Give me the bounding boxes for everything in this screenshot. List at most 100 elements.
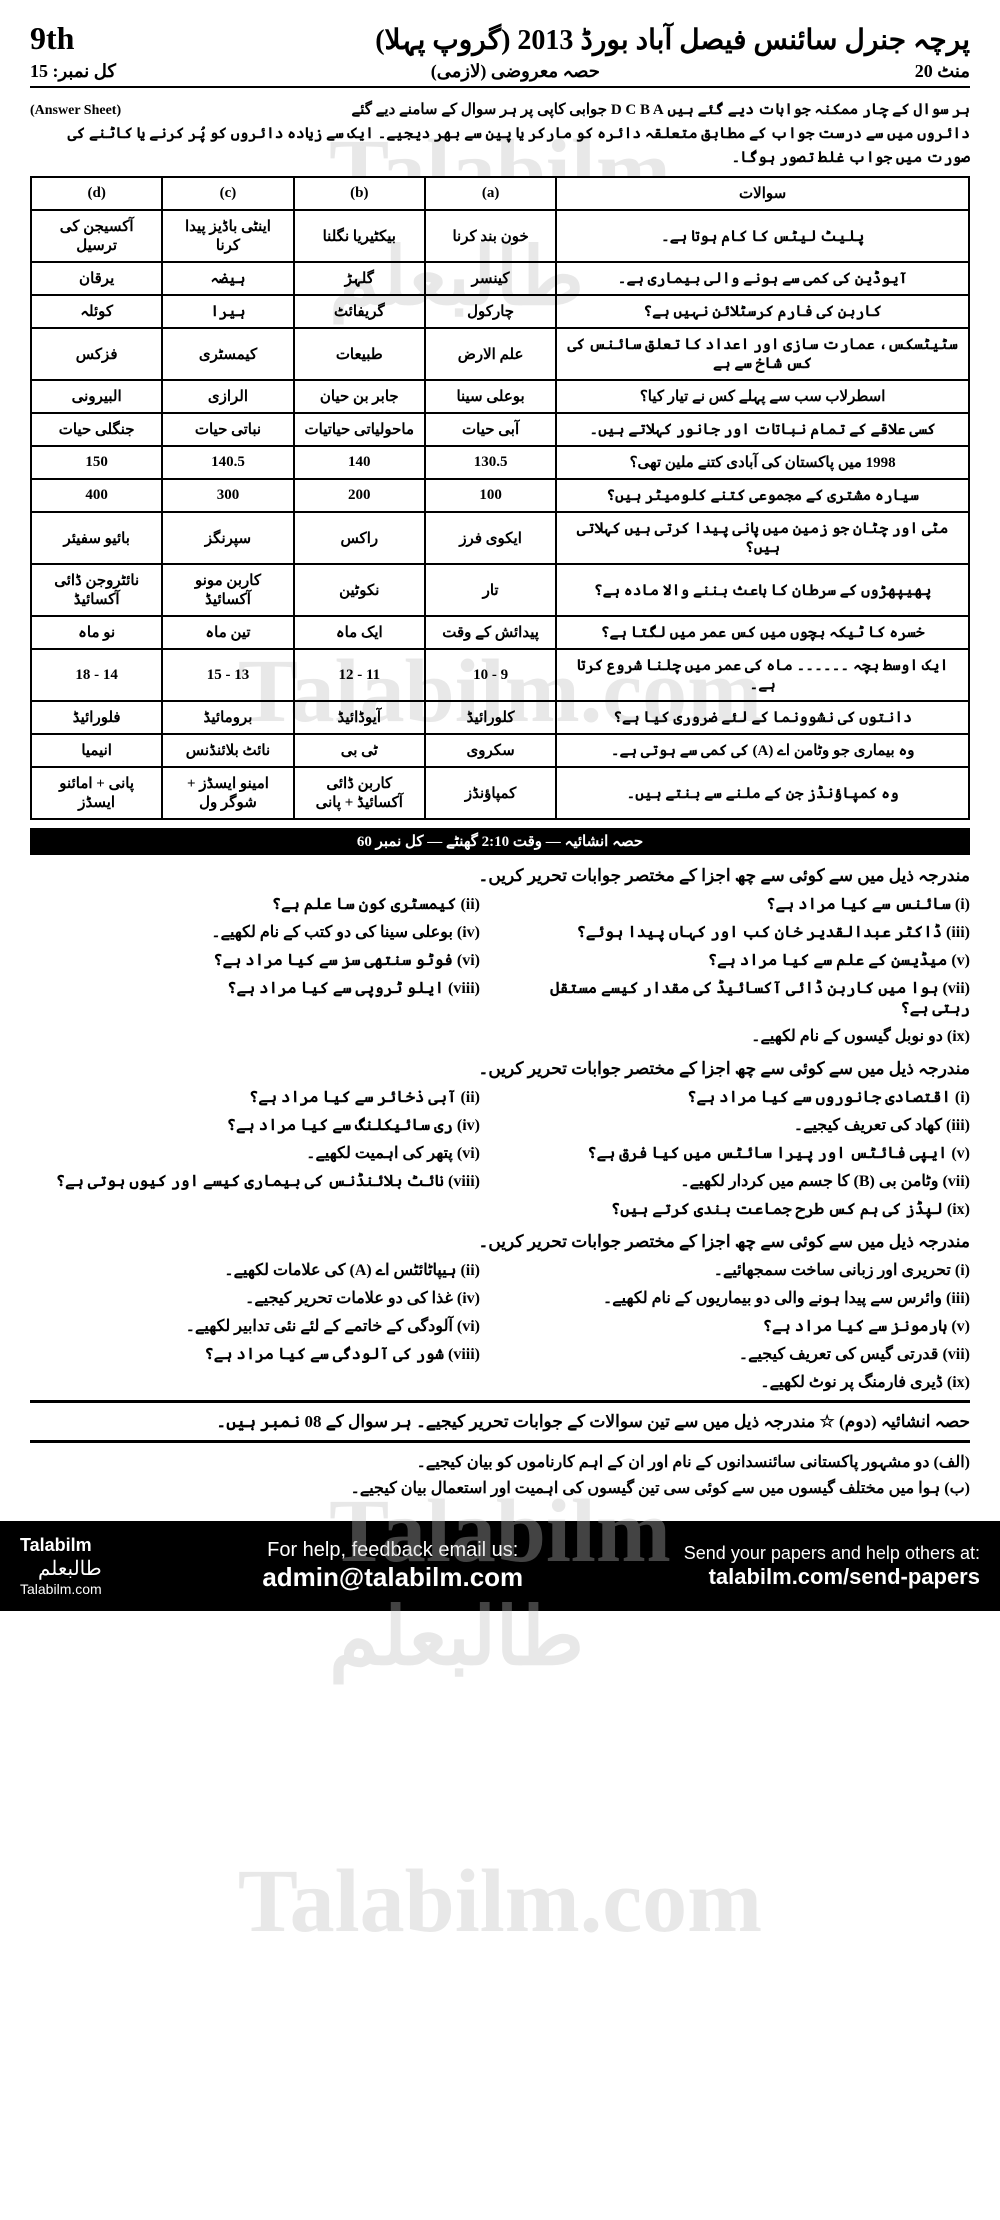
mcq-question: ایک اوسط بچہ ۔۔۔۔۔۔ ماہ کی عمر میں چلنا …	[556, 649, 969, 701]
mcq-question: آیوڈین کی کمی سے ہونے والی بیماری ہے۔	[556, 262, 969, 295]
short-question-item: (viii) شور کی آلودگی سے کیا مراد ہے؟	[30, 1342, 480, 1366]
short-question-item: (iv) بوعلی سینا کی دو کتب کے نام لکھیے۔	[30, 920, 480, 944]
mcq-option: اینٹی باڈیز پیدا کرنا	[162, 210, 293, 262]
long-question-item: (الف) دو مشہور پاکستانی سائنسدانوں کے نا…	[30, 1449, 970, 1475]
mcq-option: تین ماہ	[162, 616, 293, 649]
grade-label: 9th	[30, 20, 74, 57]
mcq-option: طبیعات	[294, 328, 425, 380]
mcq-option: کوئلہ	[31, 295, 162, 328]
short-question-item: (i) اقتصادی جانوروں سے کیا مراد ہے؟	[520, 1085, 970, 1109]
sq3-grid: (i) اقتصادی جانوروں سے کیا مراد ہے؟(ii) …	[30, 1085, 970, 1221]
short-question-item: (iv) ری سائیکلنگ سے کیا مراد ہے؟	[30, 1113, 480, 1137]
mcq-row: 150140.5140130.51998 میں پاکستان کی آباد…	[31, 446, 969, 479]
short-question-item: (viii) نائٹ بلائنڈنس کی بیماری کیسے اور …	[30, 1169, 480, 1193]
mcq-row: کوئلہہیراگریفائٹچارکولکاربن کی فارم کرسٹ…	[31, 295, 969, 328]
mcq-row: بائیو سفیئرسپرنگزراکسایکوی فرزمٹی اور چٹ…	[31, 512, 969, 564]
mcq-option: جابر بن حیان	[294, 380, 425, 413]
short-question-item: (vi) فوٹو سنتھی سز سے کیا مراد ہے؟	[30, 948, 480, 972]
mcq-option: خون بند کرنا	[425, 210, 556, 262]
mcq-option: پیدائش کے وقت	[425, 616, 556, 649]
mcq-option: کینسر	[425, 262, 556, 295]
mcq-option: 140.5	[162, 446, 293, 479]
mcq-row: پانی + امائنو ایسڈزامینو ایسڈز + شوگر ول…	[31, 767, 969, 819]
mcq-option: ایک ماہ	[294, 616, 425, 649]
footer-send: Send your papers and help others at: tal…	[684, 1543, 980, 1590]
mcq-option: ہیرا	[162, 295, 293, 328]
mcq-option: کلورائیڈ	[425, 701, 556, 734]
mcq-option: 13 - 15	[162, 649, 293, 701]
mcq-row: 14 - 1813 - 1511 - 129 - 10ایک اوسط بچہ …	[31, 649, 969, 701]
mcq-option: نائٹروجن ڈائی آکسائیڈ	[31, 564, 162, 616]
mcq-option: راکس	[294, 512, 425, 564]
mcq-option: 140	[294, 446, 425, 479]
mcq-option: 150	[31, 446, 162, 479]
mcq-question: دانتوں کی نشوونما کے لئے ضروری کیا ہے؟	[556, 701, 969, 734]
short-question-item: (ii) کیمسٹری کون سا علم ہے؟	[30, 892, 480, 916]
short-question-item: (iii) کھاد کی تعریف کیجیے۔	[520, 1113, 970, 1137]
mcq-option: الرازی	[162, 380, 293, 413]
mcq-option: فلورائیڈ	[31, 701, 162, 734]
mcq-option: برومائیڈ	[162, 701, 293, 734]
watermark-4: Talabilm.com	[238, 1850, 762, 1953]
mcq-question: اسطرلاب سب سے پہلے کس نے تیار کیا؟	[556, 380, 969, 413]
mcq-row: 400300200100سیارہ مشتری کے مجموعی کتنے ک…	[31, 479, 969, 512]
mcq-option: یرقان	[31, 262, 162, 295]
short-question-item: (v) میڈیسن کے علم سے کیا مراد ہے؟	[520, 948, 970, 972]
short-question-item: (ix) لپڈز کی ہم کس طرح جماعت بندی کرتے ہ…	[520, 1197, 970, 1221]
short-question-item: (i) تحریری اور زبانی ساخت سمجھائیے۔	[520, 1258, 970, 1282]
long-heading: حصہ انشائیہ (دوم) ☆ مندرجہ ذیل میں سے تی…	[30, 1411, 970, 1432]
mcq-question: پلیٹ لیٹس کا کام ہوتا ہے۔	[556, 210, 969, 262]
mcq-question: مٹی اور چٹان جو زمین میں پانی پیدا کرتی …	[556, 512, 969, 564]
short-question-item: (vi) پتھر کی اہمیت لکھیے۔	[30, 1141, 480, 1165]
mcq-row: نائٹروجن ڈائی آکسائیڈکاربن مونو آکسائیڈن…	[31, 564, 969, 616]
time-label: 20 منٹ	[915, 61, 970, 82]
answer-sheet-label: (Answer Sheet)	[30, 100, 121, 122]
short-question-item: (v) ہارمونز سے کیا مراد ہے؟	[520, 1314, 970, 1338]
mcq-option: گریفائٹ	[294, 295, 425, 328]
paper-header: 9th پرچہ جنرل سائنس فیصل آباد بورڈ 2013 …	[30, 20, 970, 88]
mcq-option: سپرنگز	[162, 512, 293, 564]
mcq-option: سکروی	[425, 734, 556, 767]
mcq-option: آبی حیات	[425, 413, 556, 446]
mcq-row: آکسیجن کی ترسیلاینٹی باڈیز پیدا کرنابیکٹ…	[31, 210, 969, 262]
mcq-row: جنگلی حیاتنباتی حیاتماحولیاتی حیاتیاتآبی…	[31, 413, 969, 446]
mcq-question: سٹیٹسکس، عمارت سازی اور اعداد کا تعلق سا…	[556, 328, 969, 380]
paper-title: پرچہ جنرل سائنس فیصل آباد بورڈ 2013 (گرو…	[375, 23, 970, 57]
short-question-item: (i) سائنس سے کیا مراد ہے؟	[520, 892, 970, 916]
mcq-question: وہ بیماری جو وٹامن اے (A) کی کمی سے ہوتی…	[556, 734, 969, 767]
mcq-option: نباتی حیات	[162, 413, 293, 446]
mcq-row: انیمیانائٹ بلائنڈنسٹی بیسکرویوہ بیماری ج…	[31, 734, 969, 767]
mcq-option: جنگلی حیات	[31, 413, 162, 446]
mcq-row: یرقانہیضہگلہڑکینسرآیوڈین کی کمی سے ہونے …	[31, 262, 969, 295]
mcq-option: بائیو سفیئر	[31, 512, 162, 564]
mcq-option: آیوڈائیڈ	[294, 701, 425, 734]
footer: Talabilm طالبعلم Talabilm.com For help, …	[0, 1521, 1000, 1611]
mcq-header-b: (b)	[294, 177, 425, 210]
mcq-option: نکوٹین	[294, 564, 425, 616]
mcq-question: کسی علاقے کے تمام نباتات اور جانور کہلات…	[556, 413, 969, 446]
mcq-option: بیکٹیریا نگلنا	[294, 210, 425, 262]
mcq-option: فزکس	[31, 328, 162, 380]
mcq-option: تار	[425, 564, 556, 616]
short-question-item: (iv) غذا کی دو علامات تحریر کیجیے۔	[30, 1286, 480, 1310]
mcq-option: آکسیجن کی ترسیل	[31, 210, 162, 262]
mcq-option: کاربن ڈائی آکسائیڈ + پانی	[294, 767, 425, 819]
mcq-option: ایکوی فرز	[425, 512, 556, 564]
mcq-option: بوعلی سینا	[425, 380, 556, 413]
mcq-option: چارکول	[425, 295, 556, 328]
mcq-table: (d) (c) (b) (a) سوالات آکسیجن کی ترسیلای…	[30, 176, 970, 820]
mcq-option: علم الارض	[425, 328, 556, 380]
total-marks: کل نمبر: 15	[30, 61, 116, 82]
mcq-option: 400	[31, 479, 162, 512]
section-label: حصہ معروضی (لازمی)	[431, 61, 600, 82]
mcq-option: کاربن مونو آکسائیڈ	[162, 564, 293, 616]
mcq-question: خسرہ کا ٹیکہ بچوں میں کس عمر میں لگتا ہے…	[556, 616, 969, 649]
mcq-option: گلہڑ	[294, 262, 425, 295]
mcq-option: 11 - 12	[294, 649, 425, 701]
mcq-question: وہ کمپاؤنڈز جن کے ملنے سے بنتے ہیں۔	[556, 767, 969, 819]
footer-contact: For help, feedback email us: admin@talab…	[262, 1539, 523, 1593]
mcq-option: انیمیا	[31, 734, 162, 767]
mcq-option: نو ماہ	[31, 616, 162, 649]
sq2-heading: مندرجہ ذیل میں سے کوئی سے چھ اجزا کے مخت…	[30, 865, 970, 886]
short-question-item: (vii) وٹامن بی (B) کا جسم میں کردار لکھی…	[520, 1169, 970, 1193]
